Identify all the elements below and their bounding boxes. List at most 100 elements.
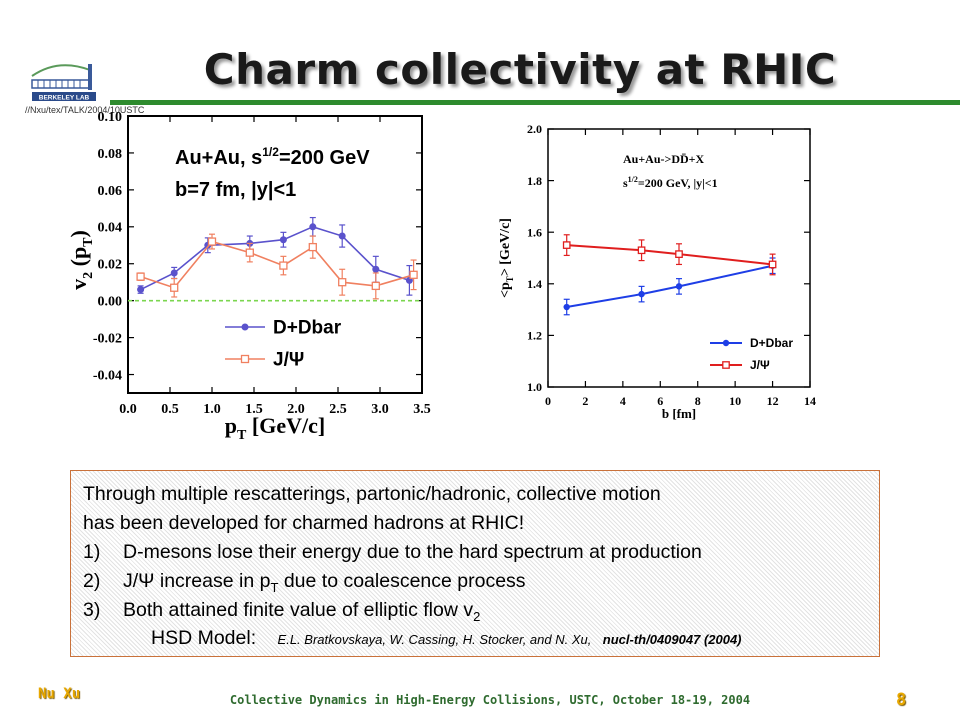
v2-vs-pt-chart: 0.0 0.5 1.0 1.5 2.0 2.5 3.0 3.5 -0.04 -0.02 0.00 0.… [66, 110, 431, 443]
chart-annotation: s1/2=200 GeV, |y|<1 [623, 175, 718, 190]
data-point [675, 283, 683, 290]
summary-item-3: 3) Both attained finite value of elliptic… [83, 599, 480, 624]
x-axis-label-part: p [225, 413, 237, 438]
legend-marker [241, 323, 249, 331]
x-axis-label: pT [GeV/c] [225, 413, 325, 443]
x-tick-label: 12 [767, 394, 779, 408]
y-tick-label: 2.0 [527, 122, 542, 136]
x-tick-label: 0 [545, 394, 551, 408]
x-tick-label: 3.5 [413, 402, 431, 417]
annotation-part: Au+Au, s [175, 147, 262, 169]
data-point [170, 283, 179, 292]
data-point [637, 246, 646, 255]
model-reference: nucl-th/0409047 (2004) [602, 632, 742, 647]
series-line [566, 264, 773, 309]
legend-label: D+Dbar [273, 318, 342, 339]
slide-title: Charm collectivity at RHIC [203, 45, 837, 94]
y-axis-label-part: <p [498, 282, 513, 298]
annotation-superscript: 1/2 [628, 175, 638, 184]
item-number: 2) [83, 570, 101, 592]
legend-label: J/Ψ [750, 358, 770, 372]
x-axis-label-subscript: T [237, 428, 247, 443]
data-point [338, 232, 346, 240]
data-point [675, 250, 683, 258]
x-tick-label: 0.0 [119, 402, 137, 417]
y-tick-label: 1.4 [527, 277, 542, 291]
x-tick-label: 2.0 [287, 402, 305, 417]
summary-item-1: 1) D-mesons lose their energy due to the … [83, 541, 702, 564]
y-tick-label: 0.10 [98, 110, 123, 125]
summary-item-2: 2) J/Ψ increase in pT due to coalescence … [83, 570, 526, 595]
data-point [638, 290, 645, 298]
footer-author: Nu Xu [38, 686, 81, 702]
item-subscript: T [270, 579, 279, 595]
data-point [207, 237, 217, 246]
chart-annotation: Au+Au->DD̄+X [623, 152, 705, 166]
data-point [338, 278, 347, 287]
y-tick-label: 1.8 [527, 174, 542, 188]
y-tick-label: 0.06 [98, 184, 123, 199]
annotation-part: s [623, 176, 628, 190]
data-point [409, 270, 418, 279]
x-tick-label: 1.0 [203, 402, 221, 417]
x-axis-label-part: [GeV/c] [246, 413, 325, 438]
data-point [137, 286, 145, 294]
berkeley-lab-logo: BERKELEY LAB [31, 64, 96, 102]
data-point [136, 272, 145, 281]
y-tick-label: 0.02 [98, 258, 123, 273]
y-tick-label: 1.6 [527, 225, 542, 239]
chart-annotation: Au+Au, s1/2=200 GeV [175, 145, 370, 169]
y-axis-label-subscript: T [81, 237, 96, 247]
file-path-text: //Nxu/tex/TALK/2004/10USTC [25, 105, 145, 115]
x-tick-label: 1.5 [245, 402, 263, 417]
y-tick-label: 1.0 [527, 380, 542, 394]
x-tick-label: 4 [620, 394, 626, 408]
item-number: 3) [83, 599, 101, 621]
series-line [566, 244, 773, 266]
data-point [279, 236, 287, 244]
mean-pt-vs-b-chart: 0 2 4 6 8 10 12 14 1.0 1.2 1.4 1.6 1.8 2.0 D+Dbar J/Ψ Au… [498, 122, 816, 421]
y-tick-label: 0.04 [98, 221, 123, 236]
y-axis-label: v2 (pT) [66, 230, 96, 290]
x-tick-label: 10 [729, 394, 741, 408]
legend-marker [722, 339, 730, 347]
x-axis-label: b [fm] [662, 406, 696, 421]
footer-talk-title: Collective Dynamics in High-Energy Colli… [229, 693, 751, 707]
title-rule [110, 100, 960, 105]
y-tick-label: 1.2 [527, 329, 542, 343]
y-axis-label-subscript: 2 [81, 272, 96, 279]
logo-text: BERKELEY LAB [39, 95, 90, 102]
annotation-part: =200 GeV, |y|<1 [638, 176, 718, 190]
legend-marker [240, 354, 250, 364]
x-tick-label: 2 [582, 394, 588, 408]
summary-line-2: has been developed for charmed hadrons a… [83, 512, 525, 534]
data-point [309, 223, 317, 231]
y-tick-label: -0.02 [93, 332, 122, 347]
annotation-part: =200 GeV [279, 147, 370, 169]
legend-label: D+Dbar [750, 336, 793, 350]
x-tick-label: 3.0 [371, 402, 389, 417]
data-point [279, 261, 288, 270]
data-point [170, 269, 178, 277]
x-tick-label: 2.5 [329, 402, 347, 417]
data-point [308, 242, 317, 252]
page-number: 8 [896, 690, 907, 710]
y-axis-label-part: (p [66, 247, 91, 272]
data-point [371, 281, 380, 291]
data-point [768, 260, 777, 269]
y-tick-label: 0.00 [98, 295, 123, 310]
y-axis-label-part: v [66, 279, 91, 290]
item-text: J/Ψ increase in p [123, 570, 271, 592]
summary-line-1: Through multiple rescatterings, partonic… [83, 483, 661, 505]
data-point [372, 265, 380, 273]
series-line [140, 240, 414, 289]
item-text: D-mesons lose their energy due to the ha… [123, 541, 702, 563]
y-axis-label-part: ) [66, 230, 91, 237]
model-label: HSD Model: [151, 627, 257, 649]
y-axis-label-part: > [GeV/c] [498, 218, 513, 276]
item-number: 1) [83, 541, 101, 563]
data-point [245, 248, 254, 257]
data-point [563, 303, 570, 311]
y-axis-label-subscript: T [505, 276, 515, 282]
y-axis-label: <pT> [GeV/c] [498, 218, 515, 298]
